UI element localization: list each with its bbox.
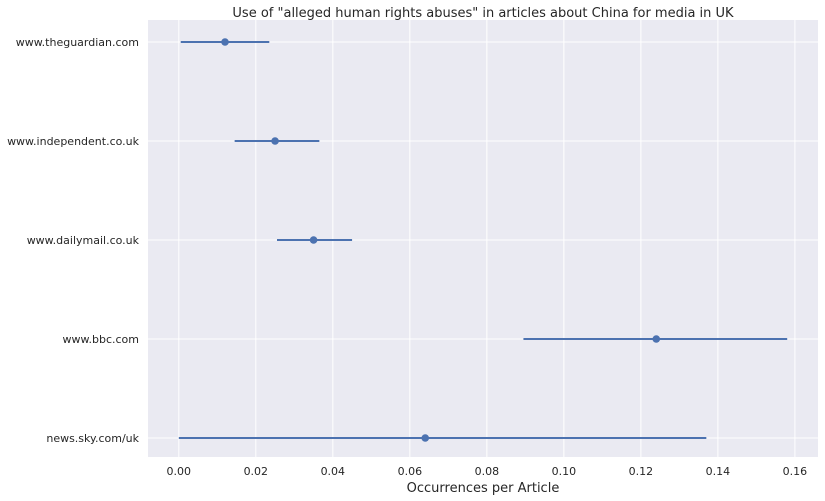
data-point: [652, 335, 661, 343]
data-point: [271, 137, 279, 145]
x-tick-label: 0.02: [244, 465, 269, 478]
chart-title: Use of "alleged human rights abuses" in …: [232, 6, 734, 21]
x-tick-label: 0.00: [167, 465, 192, 478]
data-point: [221, 38, 229, 46]
y-tick-label: news.sky.com/uk: [46, 432, 139, 445]
x-tick-label: 0.12: [629, 465, 654, 478]
x-tick-label: 0.06: [398, 465, 423, 478]
y-tick-label: www.theguardian.com: [16, 36, 139, 49]
y-tick-label: www.bbc.com: [63, 333, 139, 346]
x-axis-label: Occurrences per Article: [407, 481, 560, 496]
x-tick-label: 0.10: [552, 465, 577, 478]
x-tick-label: 0.14: [706, 465, 731, 478]
plot-area: [148, 20, 818, 457]
y-tick-label: www.independent.co.uk: [7, 135, 140, 148]
x-tick-label: 0.08: [475, 465, 500, 478]
y-tick-label: www.dailymail.co.uk: [27, 234, 140, 247]
data-point: [421, 434, 430, 442]
x-tick-label: 0.04: [321, 465, 346, 478]
x-tick-label: 0.16: [783, 465, 808, 478]
data-point: [309, 236, 318, 244]
